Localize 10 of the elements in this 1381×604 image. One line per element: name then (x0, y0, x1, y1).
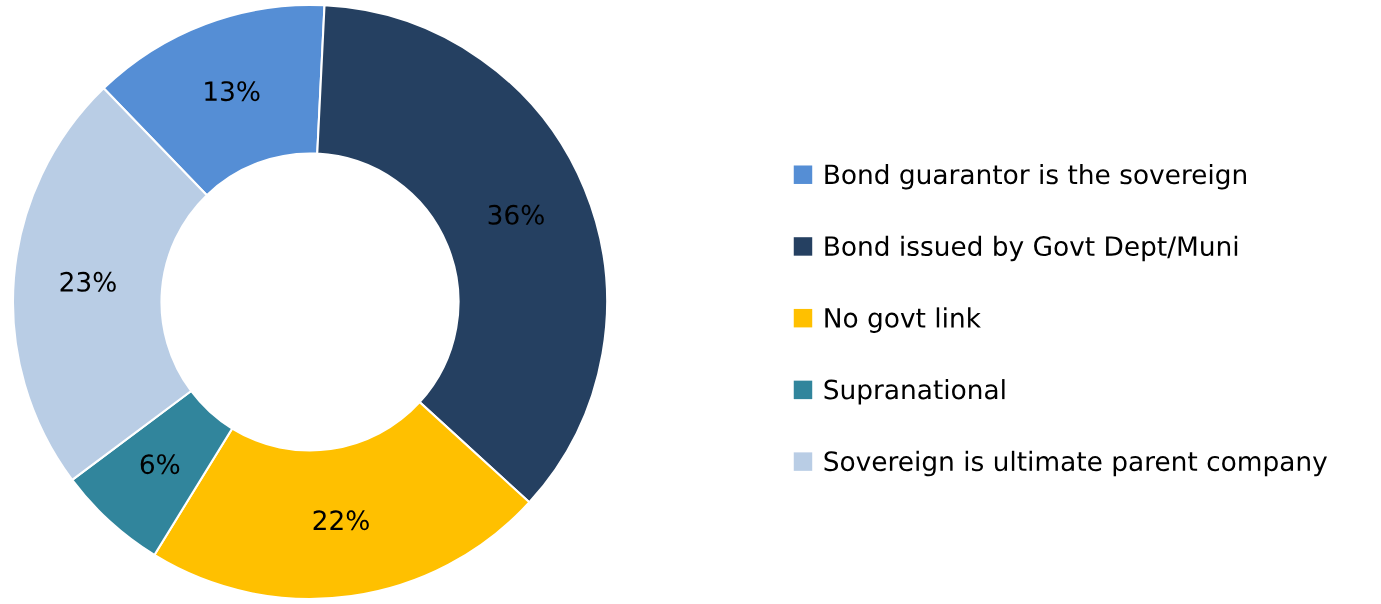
legend-label: Bond issued by Govt Dept/Muni (825, 235, 1238, 262)
data-label: 36% (488, 204, 544, 225)
data-label: 23% (60, 271, 116, 292)
legend-label: Supranational (824, 379, 1005, 405)
data-label: 13% (205, 81, 260, 102)
legend-label: Bond guarantor is the sovereign (825, 163, 1246, 190)
data-label: 22% (313, 510, 369, 531)
legend-label: Sovereign is ultimate parent company (824, 450, 1327, 477)
data-label: 6% (140, 454, 180, 475)
legend-label: No govt link (825, 307, 981, 333)
